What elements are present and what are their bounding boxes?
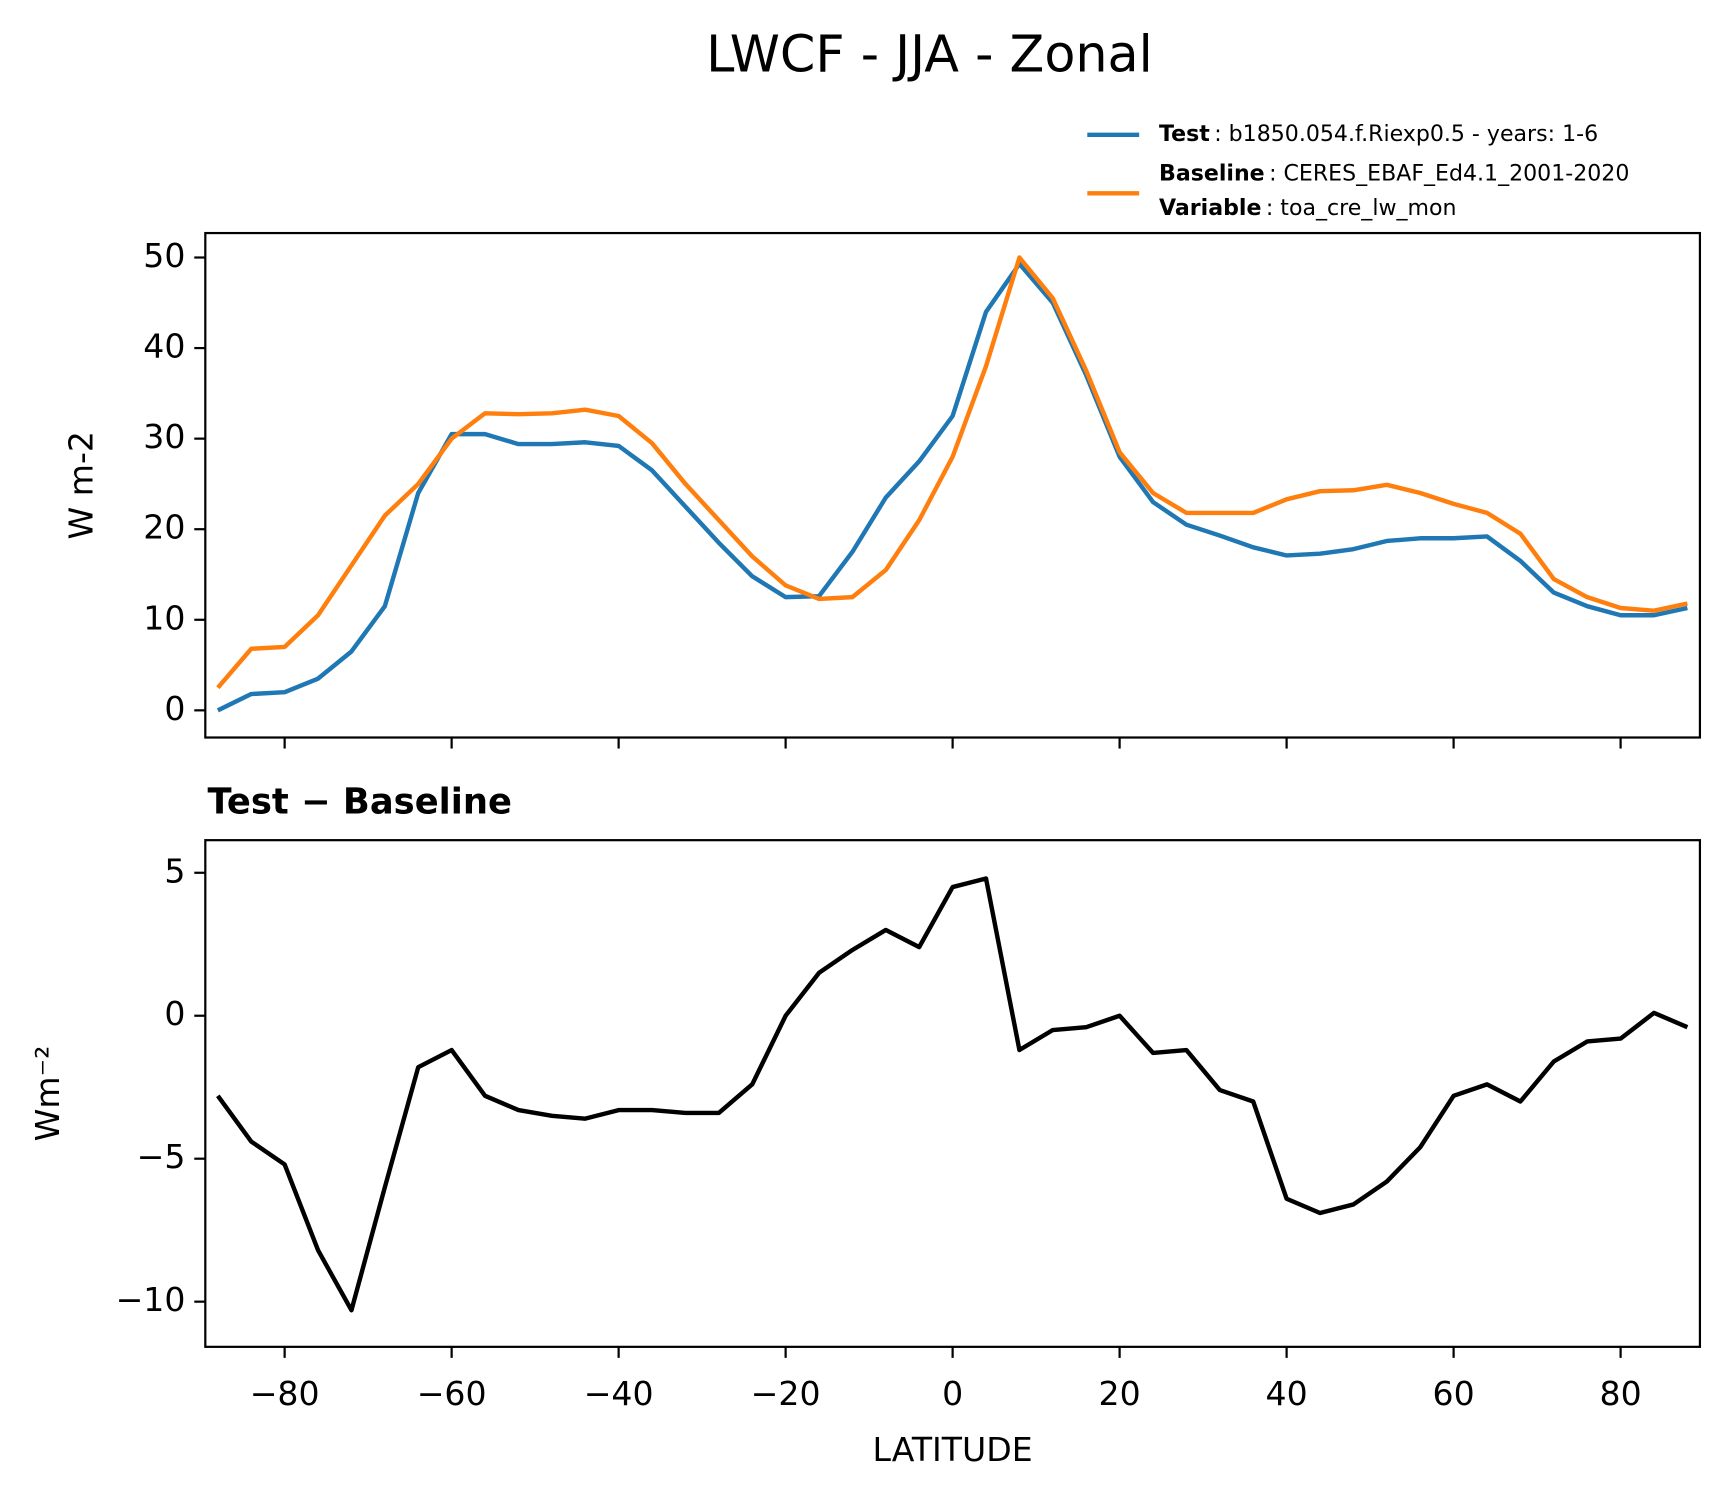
legend-label: : toa_cre_lw_mon <box>1266 196 1457 221</box>
legend-entry: Baseline: CERES_EBAF_Ed4.1_2001-2020 <box>1159 162 1629 187</box>
legend-name: Variable <box>1159 196 1261 221</box>
y-tick-label: 50 <box>143 236 185 275</box>
x-tick-label: 0 <box>942 1374 963 1413</box>
axes-frame <box>204 231 1702 739</box>
data-line <box>216 261 1688 713</box>
data-line <box>216 255 1688 690</box>
y-tick-label: −5 <box>137 1137 186 1176</box>
x-axis-label: LATITUDE <box>873 1430 1033 1469</box>
y-tick-label: 0 <box>164 994 185 1033</box>
x-tick-label: −60 <box>417 1374 487 1413</box>
legend-name: Baseline <box>1159 162 1265 187</box>
x-tick-label: 80 <box>1600 1374 1642 1413</box>
y-tick-label: 10 <box>143 598 185 637</box>
x-tick-label: 40 <box>1266 1374 1308 1413</box>
y-tick-label: 5 <box>164 851 185 890</box>
legend-label: : CERES_EBAF_Ed4.1_2001-2020 <box>1269 162 1629 187</box>
chart-title: LWCF - JJA - Zonal <box>706 25 1153 84</box>
subplot-title: Test − Baseline <box>208 782 512 823</box>
x-tick-label: −80 <box>250 1374 320 1413</box>
legend-entry: Variable: toa_cre_lw_mon <box>1159 196 1456 221</box>
y-tick-label: 30 <box>143 417 185 456</box>
x-tick-label: 60 <box>1433 1374 1475 1413</box>
y-tick-label: 20 <box>143 508 185 547</box>
data-line <box>216 876 1689 1313</box>
legend-label: : b1850.054.f.Riexp0.5 - years: 1-6 <box>1214 122 1598 147</box>
x-tick-label: −20 <box>751 1374 821 1413</box>
y-axis-label: Wm⁻² <box>28 1046 67 1142</box>
y-tick-label: 0 <box>164 689 185 728</box>
y-tick-label: 40 <box>143 327 185 366</box>
legend-entry: Test: b1850.054.f.Riexp0.5 - years: 1-6 <box>1159 122 1598 147</box>
axes-frame <box>204 839 1702 1348</box>
x-tick-label: −40 <box>584 1374 654 1413</box>
y-axis-label: W m-2 <box>61 431 100 540</box>
legend-name: Test <box>1159 122 1210 147</box>
x-tick-label: 20 <box>1099 1374 1141 1413</box>
y-tick-label: −10 <box>116 1280 186 1319</box>
